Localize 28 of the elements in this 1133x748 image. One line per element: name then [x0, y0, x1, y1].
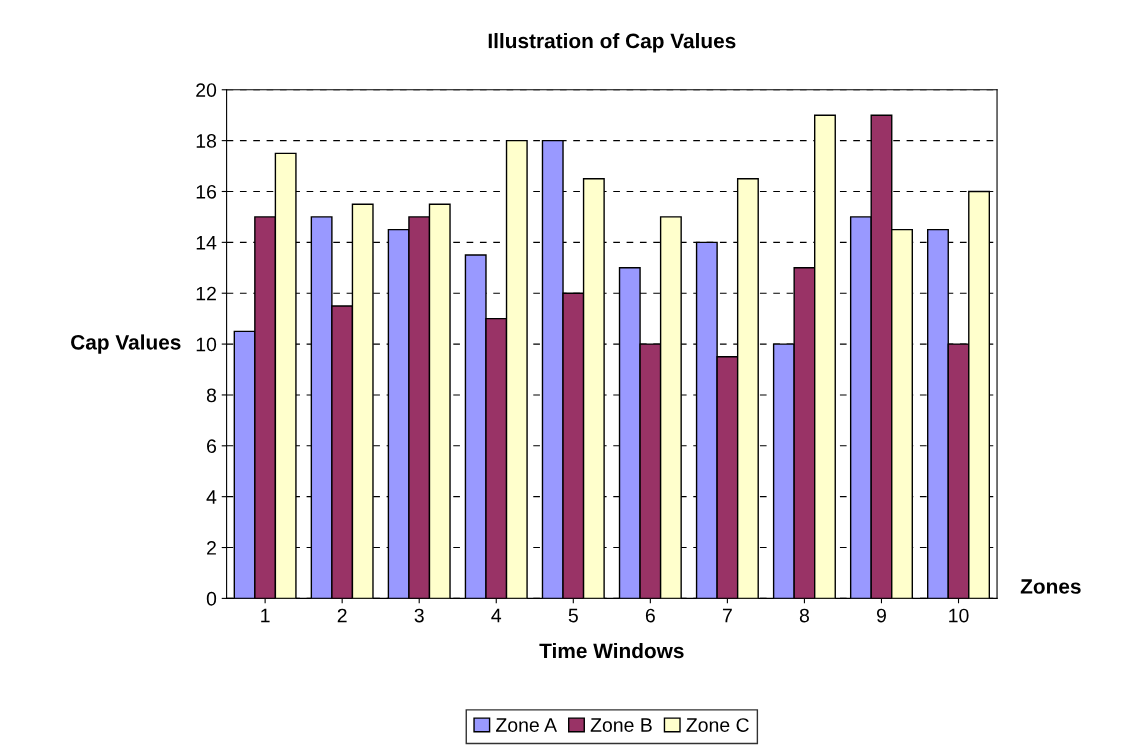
y-tick-label: 10 — [196, 337, 217, 352]
x-axis-title: Time Windows — [539, 642, 684, 659]
x-tick-label: 8 — [799, 608, 809, 623]
y-tick-label: 12 — [196, 286, 216, 301]
x-tick-label: 9 — [876, 608, 886, 623]
legend-label: Zone B — [590, 718, 652, 732]
y-tick-label: 4 — [206, 490, 217, 504]
y-tick-label: 16 — [196, 184, 217, 199]
chart-title: Illustration of Cap Values — [488, 33, 736, 53]
x-tick-label: 7 — [722, 608, 732, 623]
x-tick-label: 5 — [568, 608, 578, 623]
y-tick-label: 14 — [196, 236, 217, 250]
y-tick-label: 6 — [207, 439, 217, 454]
legend-label: Zone A — [496, 718, 558, 732]
x-tick-label: 10 — [949, 608, 969, 623]
y-tick-label: 20 — [196, 83, 217, 97]
x-tick-label: 1 — [261, 608, 270, 623]
y-tick-label: 8 — [206, 388, 217, 403]
y-tick-label: 18 — [196, 134, 217, 148]
x-tick-label: 4 — [491, 608, 502, 623]
y-tick-label: 0 — [206, 591, 217, 606]
text: Zones — [1020, 579, 1081, 594]
x-tick-label: 6 — [645, 608, 655, 623]
y-axis-title: Cap Values — [71, 334, 181, 354]
x-tick-label: 3 — [414, 608, 424, 623]
y-tick-label: 2 — [207, 541, 216, 555]
x-tick-label: 2 — [337, 608, 347, 623]
legend-label: Zone C — [686, 718, 749, 732]
